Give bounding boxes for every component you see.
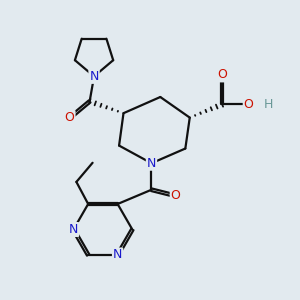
Text: O: O [244,98,254,111]
Text: O: O [65,111,75,124]
Text: N: N [69,223,78,236]
Text: H: H [264,98,273,111]
Text: N: N [113,248,122,262]
Text: N: N [89,70,99,83]
Text: O: O [171,189,181,202]
Text: O: O [217,68,227,81]
Text: N: N [147,157,156,170]
